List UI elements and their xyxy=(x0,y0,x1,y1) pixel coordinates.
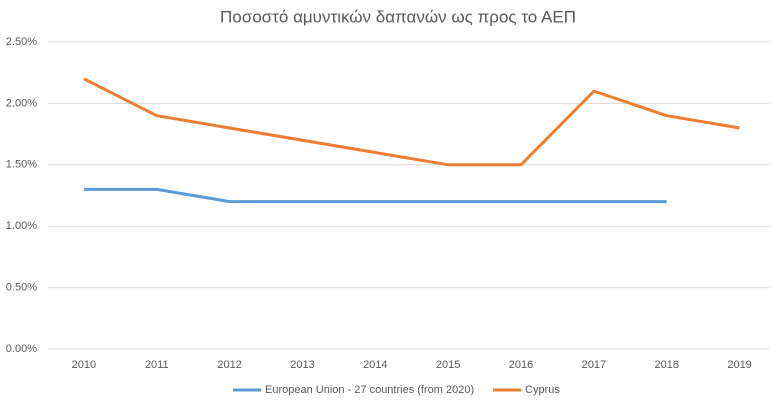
x-tick-label: 2014 xyxy=(363,359,387,371)
legend-label: Cyprus xyxy=(525,384,560,396)
x-tick-label: 2017 xyxy=(582,359,606,371)
y-tick-label: 2.50% xyxy=(6,36,37,48)
x-tick-label: 2010 xyxy=(72,359,96,371)
y-tick-label: 1.00% xyxy=(6,220,37,232)
x-tick-label: 2011 xyxy=(145,359,169,371)
x-tick-label: 2019 xyxy=(727,359,751,371)
chart-title: Ποσοστό αμυντικών δαπανών ως προς το ΑΕΠ xyxy=(220,7,576,26)
y-tick-label: 2.00% xyxy=(6,97,37,109)
x-tick-label: 2013 xyxy=(290,359,314,371)
y-tick-label: 0.50% xyxy=(6,282,37,294)
x-tick-label: 2015 xyxy=(436,359,460,371)
x-tick-label: 2012 xyxy=(217,359,241,371)
series-line xyxy=(83,187,667,204)
x-tick-label: 2016 xyxy=(509,359,533,371)
legend-label: European Union - 27 countries (from 2020… xyxy=(265,384,474,396)
series-line xyxy=(83,77,740,167)
x-tick-label: 2018 xyxy=(654,359,678,371)
y-tick-label: 1.50% xyxy=(6,159,37,171)
y-tick-label: 0.00% xyxy=(6,343,37,355)
